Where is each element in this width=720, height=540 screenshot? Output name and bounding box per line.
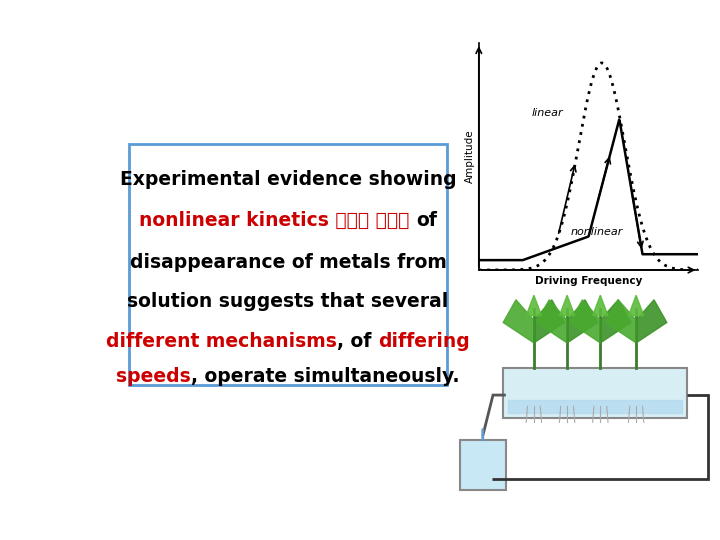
Text: , operate simultaneously.: , operate simultaneously.	[192, 367, 459, 386]
Text: nonlinear kinetics 비선형 동역학: nonlinear kinetics 비선형 동역학	[139, 211, 416, 230]
Polygon shape	[559, 295, 575, 316]
Text: solution suggests that several: solution suggests that several	[127, 292, 449, 311]
Text: of: of	[416, 211, 437, 230]
Polygon shape	[593, 295, 608, 316]
Polygon shape	[636, 300, 667, 343]
Y-axis label: Amplitude: Amplitude	[464, 130, 474, 184]
Text: nonlinear: nonlinear	[571, 226, 624, 237]
Polygon shape	[600, 300, 631, 343]
FancyBboxPatch shape	[503, 368, 687, 418]
Polygon shape	[536, 300, 567, 343]
Polygon shape	[570, 300, 600, 343]
Text: linear: linear	[531, 108, 563, 118]
FancyBboxPatch shape	[460, 441, 505, 490]
Text: Experimental evidence showing: Experimental evidence showing	[120, 170, 456, 188]
Text: speeds: speeds	[117, 367, 192, 386]
Polygon shape	[606, 300, 636, 343]
FancyBboxPatch shape	[129, 144, 447, 385]
Text: disappearance of metals from: disappearance of metals from	[130, 253, 446, 272]
Polygon shape	[503, 300, 534, 343]
X-axis label: Driving Frequency: Driving Frequency	[535, 275, 642, 286]
Text: differing: differing	[378, 332, 470, 351]
Polygon shape	[629, 295, 644, 316]
Text: different mechanisms: different mechanisms	[107, 332, 337, 351]
Polygon shape	[567, 300, 598, 343]
Polygon shape	[526, 295, 541, 316]
Polygon shape	[534, 300, 564, 343]
Text: , of: , of	[337, 332, 378, 351]
